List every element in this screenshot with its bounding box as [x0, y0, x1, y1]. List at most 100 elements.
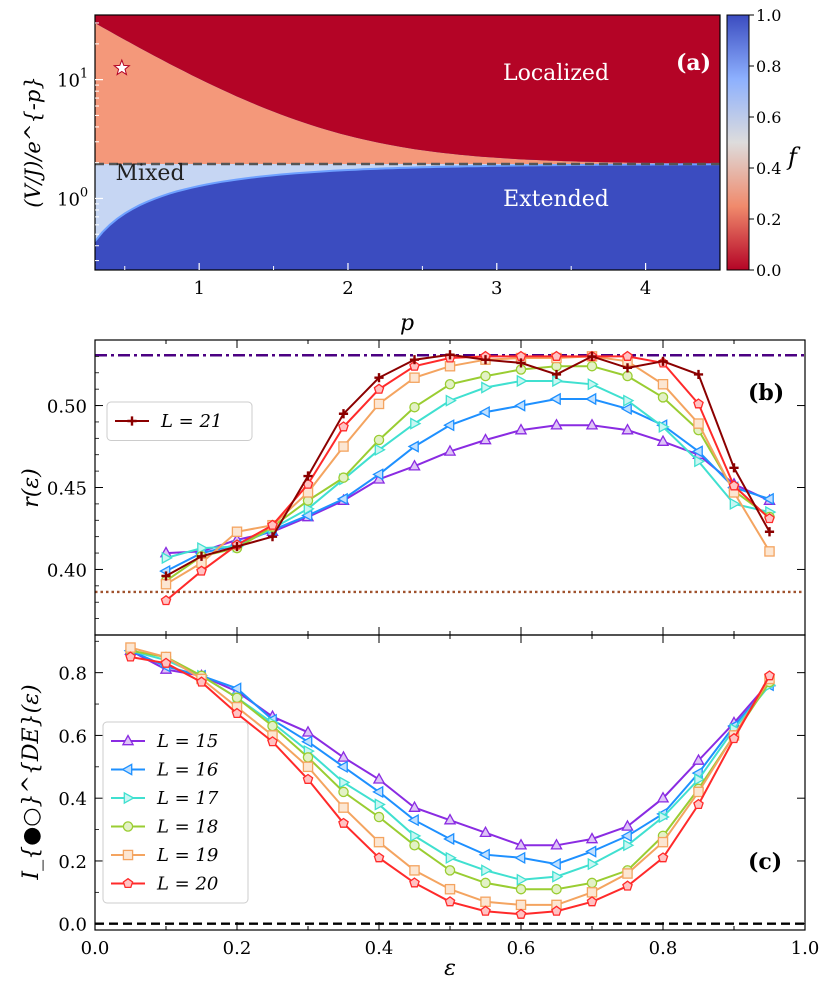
- series-l19: [160, 351, 775, 590]
- data-point: [693, 398, 704, 409]
- legend-entry: L = 19: [111, 845, 218, 866]
- data-point: [338, 421, 349, 432]
- data-point: [372, 772, 386, 784]
- x-tick-label: 0.0: [81, 938, 110, 959]
- x-tick-label: 0.4: [365, 938, 394, 959]
- data-point: [339, 776, 351, 789]
- data-point: [658, 420, 670, 433]
- y-tick-label-b: 0.45: [47, 479, 87, 500]
- colorbar-label: f: [786, 143, 801, 171]
- data-point: [197, 542, 209, 555]
- data-point: [231, 526, 243, 538]
- data-point: [444, 865, 456, 876]
- data-point: [407, 813, 419, 827]
- data-point: [196, 676, 207, 687]
- data-point: [374, 798, 386, 811]
- data-point: [585, 392, 597, 406]
- data-point: [478, 406, 490, 419]
- data-point: [480, 896, 491, 908]
- data-point: [657, 378, 669, 390]
- legend-label: L = 17: [156, 788, 219, 809]
- data-point: [374, 443, 386, 457]
- data-point: [409, 401, 420, 413]
- data-point: [409, 877, 420, 888]
- data-point: [196, 565, 207, 576]
- data-point: [410, 417, 422, 430]
- heatmap-region-mixed-upper: [95, 23, 720, 164]
- annotation-mixed: Mixed: [115, 161, 184, 186]
- legend-entry: L = 16: [111, 760, 218, 781]
- legend-label: L = 21: [160, 411, 222, 432]
- series-line: [165, 365, 771, 582]
- data-point: [444, 896, 456, 907]
- legend-label: L = 18: [156, 817, 218, 838]
- data-point: [585, 845, 597, 858]
- data-point: [693, 786, 704, 798]
- data-point: [586, 896, 598, 907]
- data-point: [373, 434, 385, 446]
- data-point: [622, 370, 633, 382]
- data-point: [125, 651, 136, 662]
- data-point: [373, 811, 385, 823]
- y-tick-label-c: 0.4: [58, 789, 87, 810]
- y-axis-label-a: (V/J)/e^{-p}: [21, 76, 45, 207]
- data-point: [764, 513, 775, 524]
- data-point: [657, 392, 669, 403]
- data-point: [160, 578, 172, 590]
- data-point: [514, 423, 528, 435]
- data-point: [160, 595, 172, 606]
- data-point: [587, 378, 599, 391]
- data-point: [408, 800, 421, 812]
- x-tick-label-a: 1: [193, 278, 204, 299]
- data-point: [125, 642, 136, 653]
- x-axis-label-a: p: [400, 311, 414, 336]
- y-axis-label-b: r(ε): [19, 468, 44, 508]
- data-point: [301, 725, 315, 737]
- data-point: [267, 736, 278, 747]
- data-point: [445, 350, 455, 360]
- data-point: [122, 877, 134, 889]
- data-point: [443, 419, 455, 432]
- data-point: [586, 887, 598, 898]
- data-point: [729, 463, 739, 473]
- x-tick-label-a: 3: [491, 278, 502, 299]
- data-point: [373, 836, 385, 848]
- data-point: [444, 883, 456, 895]
- legend-entry: L = 17: [111, 788, 219, 809]
- data-point: [303, 502, 315, 516]
- data-point: [621, 423, 634, 435]
- data-point: [551, 905, 562, 916]
- colorbar-tick-label: 0.2: [756, 210, 781, 229]
- annotation-localized: Localized: [503, 61, 609, 86]
- y-axis-label-c: I_{●○}^{DE}(ε): [19, 684, 44, 880]
- data-point: [764, 527, 775, 537]
- data-point: [160, 657, 172, 668]
- data-point: [764, 670, 775, 681]
- data-point: [444, 360, 456, 372]
- legend-box: [106, 401, 253, 441]
- legend-entry: L = 18: [111, 817, 218, 838]
- data-point: [196, 551, 207, 561]
- data-point: [620, 829, 632, 842]
- data-point: [127, 416, 137, 426]
- data-point: [409, 355, 420, 365]
- data-point: [762, 492, 774, 506]
- y-tick-label-c: 0.6: [58, 726, 87, 747]
- data-point: [658, 810, 670, 824]
- colorbar-tick-label: 1.0: [756, 6, 781, 25]
- data-point: [338, 802, 349, 813]
- data-point: [267, 720, 278, 732]
- data-point: [516, 873, 528, 886]
- data-point: [551, 883, 562, 895]
- legend-entry: L = 15: [111, 731, 218, 752]
- legend-label: L = 16: [156, 760, 218, 781]
- data-point: [374, 373, 384, 383]
- data-point: [408, 459, 421, 471]
- data-point: [443, 813, 457, 825]
- x-tick-label-a: 4: [640, 278, 651, 299]
- data-point: [586, 360, 598, 372]
- data-point: [123, 791, 135, 805]
- data-point: [479, 825, 492, 838]
- legend-entry: L = 20: [111, 874, 218, 895]
